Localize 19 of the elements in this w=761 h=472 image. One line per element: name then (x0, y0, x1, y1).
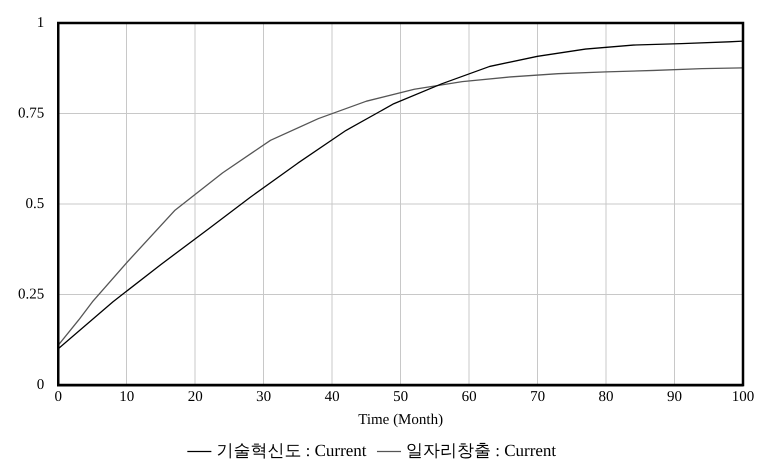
x-tick-label: 100 (732, 388, 754, 405)
x-tick-label: 50 (393, 388, 408, 405)
x-tick-label: 70 (530, 388, 546, 405)
y-tick-label: 0.25 (18, 286, 44, 302)
legend-label: 기술혁신도 : Current (216, 440, 367, 460)
y-tick-label: 0.75 (18, 105, 44, 122)
y-tick-label: 1 (36, 14, 44, 31)
x-tick-label: 60 (462, 388, 477, 405)
x-tick-label: 20 (188, 388, 203, 405)
y-tick-label: 0.5 (26, 196, 44, 212)
x-tick-label: 0 (54, 388, 62, 405)
x-axis-title: Time (Month) (358, 412, 444, 428)
y-tick-label: 0 (36, 376, 44, 393)
x-tick-label: 80 (598, 388, 614, 405)
x-tick-label: 10 (119, 388, 134, 405)
x-tick-label: 40 (324, 388, 340, 405)
x-tick-label: 90 (667, 388, 682, 405)
legend-label: 일자리창출 : Current (406, 440, 556, 460)
x-tick-label: 30 (256, 388, 272, 405)
